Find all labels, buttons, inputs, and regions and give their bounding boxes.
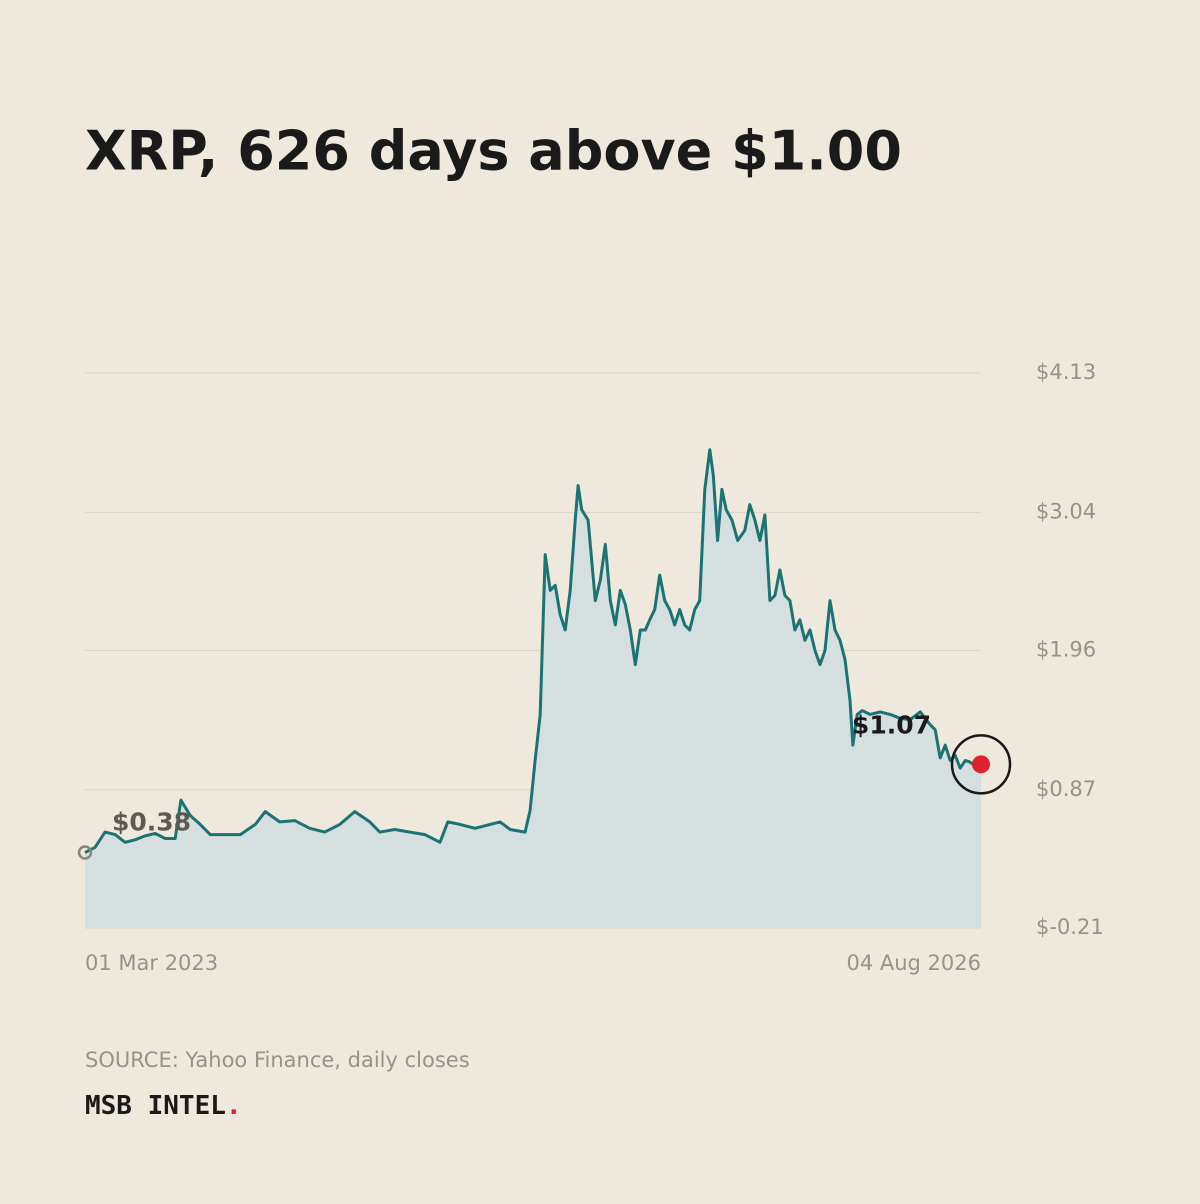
brand: MSB INTEL.: [85, 1091, 242, 1121]
brand-name: MSB INTEL: [85, 1091, 226, 1121]
y-tick-label: $0.87: [1036, 777, 1096, 801]
line: [84, 448, 982, 854]
y-tick-label: $4.13: [1036, 360, 1096, 384]
y-tick-label: $-0.21: [1036, 915, 1104, 939]
start-label: $0.38: [112, 808, 191, 837]
y-tick-label: $3.04: [1036, 499, 1096, 523]
area: [85, 449, 981, 928]
x-tick-label: 04 Aug 2026: [846, 951, 981, 975]
x-tick-label: 01 Mar 2023: [85, 951, 218, 975]
end-ring: [950, 734, 1012, 795]
chart-title: XRP, 626 days above $1.00: [85, 120, 902, 183]
brand-mark: .: [226, 1091, 242, 1121]
y-tick-label: $1.96: [1036, 638, 1096, 662]
start-marker: [77, 845, 93, 860]
source-note: SOURCE: Yahoo Finance, daily closes: [85, 1048, 470, 1072]
end-label: $1.07: [852, 710, 931, 739]
end-marker: [972, 755, 990, 774]
